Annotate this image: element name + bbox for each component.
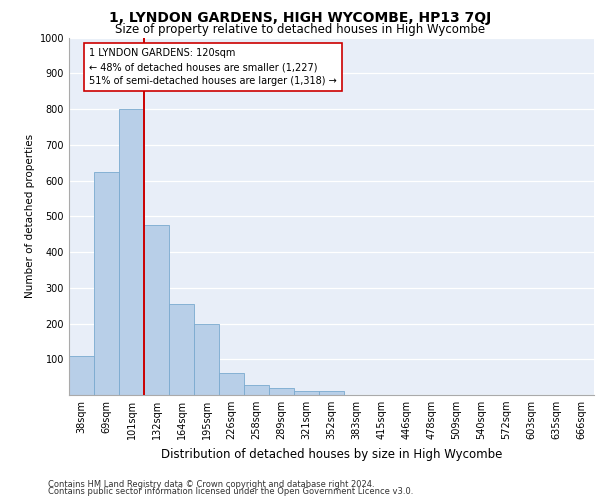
Bar xyxy=(269,388,294,395)
Text: Size of property relative to detached houses in High Wycombe: Size of property relative to detached ho… xyxy=(115,22,485,36)
Bar xyxy=(144,225,169,395)
Bar xyxy=(94,172,119,395)
X-axis label: Distribution of detached houses by size in High Wycombe: Distribution of detached houses by size … xyxy=(161,448,502,460)
Y-axis label: Number of detached properties: Number of detached properties xyxy=(25,134,35,298)
Text: Contains HM Land Registry data © Crown copyright and database right 2024.: Contains HM Land Registry data © Crown c… xyxy=(48,480,374,489)
Bar xyxy=(319,392,344,395)
Bar xyxy=(194,324,219,395)
Bar xyxy=(219,373,244,395)
Text: 1 LYNDON GARDENS: 120sqm
← 48% of detached houses are smaller (1,227)
51% of sem: 1 LYNDON GARDENS: 120sqm ← 48% of detach… xyxy=(89,48,337,86)
Bar xyxy=(244,385,269,395)
Bar xyxy=(169,304,194,395)
Bar xyxy=(294,392,319,395)
Bar xyxy=(119,109,144,395)
Text: Contains public sector information licensed under the Open Government Licence v3: Contains public sector information licen… xyxy=(48,487,413,496)
Bar xyxy=(69,356,94,395)
Text: 1, LYNDON GARDENS, HIGH WYCOMBE, HP13 7QJ: 1, LYNDON GARDENS, HIGH WYCOMBE, HP13 7Q… xyxy=(109,11,491,25)
